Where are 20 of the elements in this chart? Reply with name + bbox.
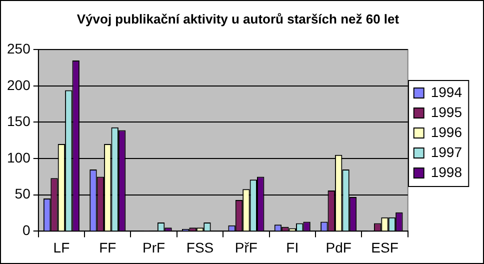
x-tick-label: FSS <box>186 239 214 256</box>
legend-label: 1997 <box>430 144 462 160</box>
y-tick-label: 0 <box>22 222 31 238</box>
x-tick-label: PřF <box>234 239 258 256</box>
legend-label: 1994 <box>430 84 462 100</box>
legend-label: 1998 <box>430 164 462 180</box>
y-tick-label: 200 <box>7 76 31 93</box>
x-tick-label: LF <box>53 239 70 256</box>
x-tick-label: FF <box>99 239 116 256</box>
x-tick-label: ESF <box>371 239 398 256</box>
x-tick-label: PrF <box>142 239 166 256</box>
y-tick-label: 100 <box>7 149 31 166</box>
chart-title: Vývoj publikační aktivity u autorů starších než 60 let <box>76 11 400 26</box>
y-tick-label: 150 <box>7 113 31 130</box>
legend-label: 1996 <box>430 124 462 140</box>
x-tick-label: FI <box>286 239 299 256</box>
legend-label: 1995 <box>430 104 462 120</box>
y-tick-label: 250 <box>7 40 31 56</box>
x-tick-label: PdF <box>326 239 352 256</box>
y-tick-label: 50 <box>14 186 31 202</box>
